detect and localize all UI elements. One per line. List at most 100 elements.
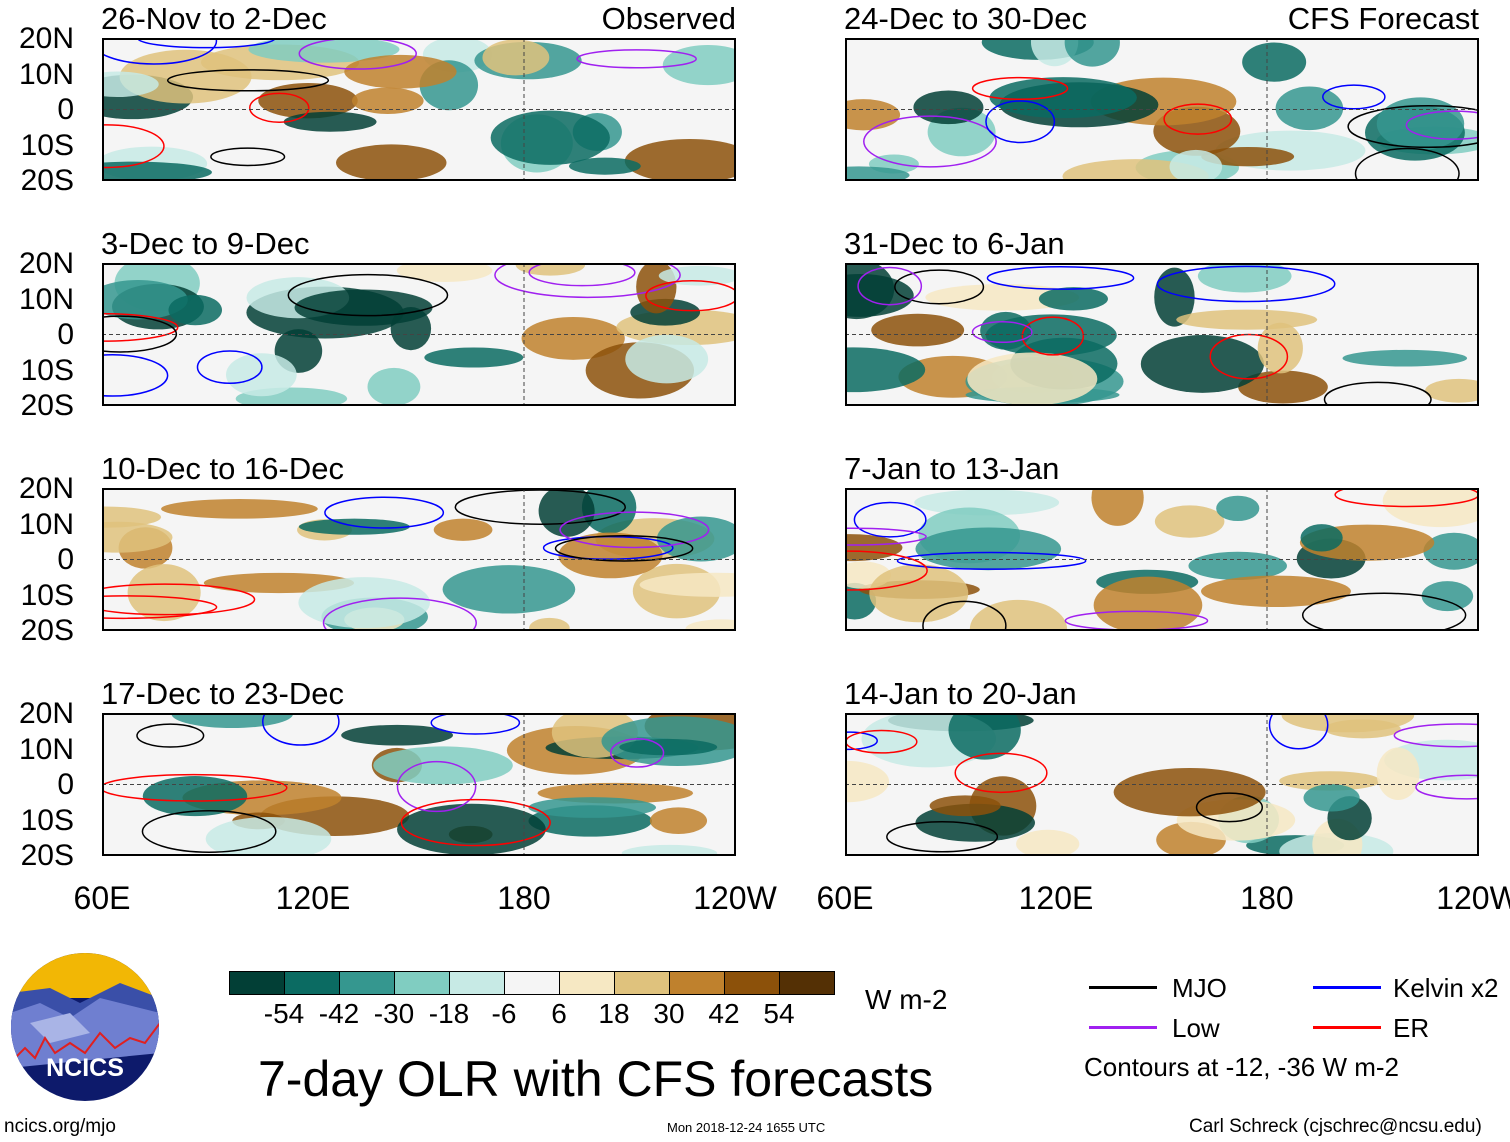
wave-contour [1393, 723, 1479, 748]
olr-anomaly-blob [569, 157, 641, 175]
olr-anomaly-blob [913, 90, 984, 125]
wave-contour [400, 798, 551, 847]
olr-anomaly-blob [433, 518, 493, 541]
colorbar-tick-label: 54 [763, 998, 795, 1029]
olr-anomaly-blob [1376, 97, 1465, 150]
colorbar-swatch [450, 972, 505, 994]
olr-anomaly-blob [1257, 322, 1303, 374]
wave-contour [102, 315, 178, 353]
wave-contour [971, 76, 1069, 101]
lat-label: 0 [57, 318, 74, 351]
olr-anomaly-blob [685, 619, 736, 631]
wave-contour [249, 92, 310, 123]
lat-label: 10N [18, 57, 74, 91]
lon-label: 120W [1436, 880, 1510, 916]
olr-anomaly-blob [1188, 551, 1287, 581]
olr-anomaly-blob [1242, 42, 1307, 82]
wave-contour [971, 321, 1033, 344]
olr-anomaly-blob [1169, 149, 1223, 181]
olr-anomaly-blob [1093, 576, 1203, 631]
olr-anomaly-blob [869, 564, 969, 623]
colorbar-swatch [230, 972, 285, 994]
olr-anomaly-blob [625, 334, 709, 384]
wave-contour [454, 489, 626, 525]
olr-anomaly-blob [161, 499, 318, 519]
colorbar-tick-label: -54 [263, 998, 305, 1029]
legend-line-low [1089, 1026, 1157, 1029]
panel-title: 26-Nov to 2-Dec [101, 1, 327, 36]
olr-anomaly-blob [341, 724, 453, 746]
wave-contour [166, 69, 330, 92]
wave-contour [894, 269, 985, 305]
legend-note: Contours at -12, -36 W m-2 [1084, 1052, 1399, 1082]
footer-author: Carl Schreck (cjschrec@ncsu.edu) [1189, 1116, 1482, 1137]
lat-label: 10N [18, 732, 74, 766]
wave-contour [845, 731, 878, 751]
olr-anomaly-blob [142, 776, 248, 817]
olr-anomaly-blob [1421, 581, 1474, 612]
olr-anomaly-blob [490, 110, 610, 165]
colorbar-tick-label: 18 [598, 998, 630, 1029]
panel-title: 7-Jan to 13-Jan [844, 451, 1060, 486]
olr-anomaly-blob [619, 738, 718, 756]
wave-contour [136, 723, 205, 748]
wave-contour [141, 809, 277, 853]
olr-anomaly-blob [298, 518, 410, 535]
lat-label: 10S [20, 578, 74, 612]
colorbar-tick-label: 42 [708, 998, 740, 1029]
wave-contour [1021, 316, 1085, 356]
legend-line-kelvin [1313, 986, 1381, 989]
olr-anomaly-blob [989, 77, 1137, 119]
wave-contour [396, 760, 477, 813]
map-panel [845, 38, 1479, 181]
colorbar-units: W m-2 [865, 984, 948, 1015]
wave-contour [1354, 147, 1460, 181]
wave-contour [102, 773, 288, 802]
lon-label: 180 [1240, 880, 1294, 916]
footer-url[interactable]: ncics.org/mjo [4, 1116, 116, 1137]
colorbar-swatch [615, 972, 670, 994]
lon-label: 60E [73, 880, 131, 916]
wave-contour [1405, 110, 1479, 140]
olr-anomaly-blob [639, 572, 736, 597]
panel-frame [102, 263, 736, 406]
olr-anomaly-blob [336, 144, 447, 181]
olr-anomaly-blob [1154, 267, 1195, 327]
olr-anomaly-blob [1275, 86, 1344, 131]
lat-label: 20S [20, 389, 74, 422]
ncics-logo: NCICS [11, 953, 159, 1101]
panel-title: 17-Dec to 23-Dec [101, 676, 344, 711]
colorbar-swatch [505, 972, 560, 994]
colorbar-swatch [670, 972, 725, 994]
panel-frame [845, 38, 1479, 181]
lat-label: 20S [20, 164, 74, 197]
panel-tag: CFS Forecast [1287, 1, 1479, 36]
olr-anomaly-blob [1342, 349, 1468, 367]
wave-contour [1322, 84, 1386, 110]
panel-frame [845, 263, 1479, 406]
wave-contour [324, 496, 445, 529]
wave-contour [1415, 774, 1479, 800]
olr-anomaly-blob [248, 38, 400, 63]
panel-title: 3-Dec to 9-Dec [101, 226, 310, 261]
panel-title: 31-Dec to 6-Jan [844, 226, 1065, 261]
lat-label: 20N [18, 22, 74, 55]
wave-contour [559, 511, 710, 549]
wave-contour [1209, 333, 1289, 380]
wave-contour [1323, 381, 1432, 406]
olr-anomaly-blob [1376, 747, 1420, 801]
legend-label-kelvin: Kelvin x2 [1393, 973, 1499, 1003]
olr-anomaly-blob [102, 521, 173, 553]
olr-anomaly-blob [102, 280, 188, 320]
olr-anomaly-blob [1091, 488, 1144, 526]
colorbar-tick-label: -30 [373, 998, 415, 1029]
panel-frame [845, 713, 1479, 856]
colorbar-swatch [340, 972, 395, 994]
wave-contour [645, 280, 736, 312]
wave-contour [986, 266, 1135, 290]
olr-anomaly-blob [1140, 335, 1265, 393]
olr-anomaly-blob [925, 284, 1080, 311]
colorbar-tick-label: -6 [491, 998, 517, 1029]
wave-contour [322, 597, 477, 631]
